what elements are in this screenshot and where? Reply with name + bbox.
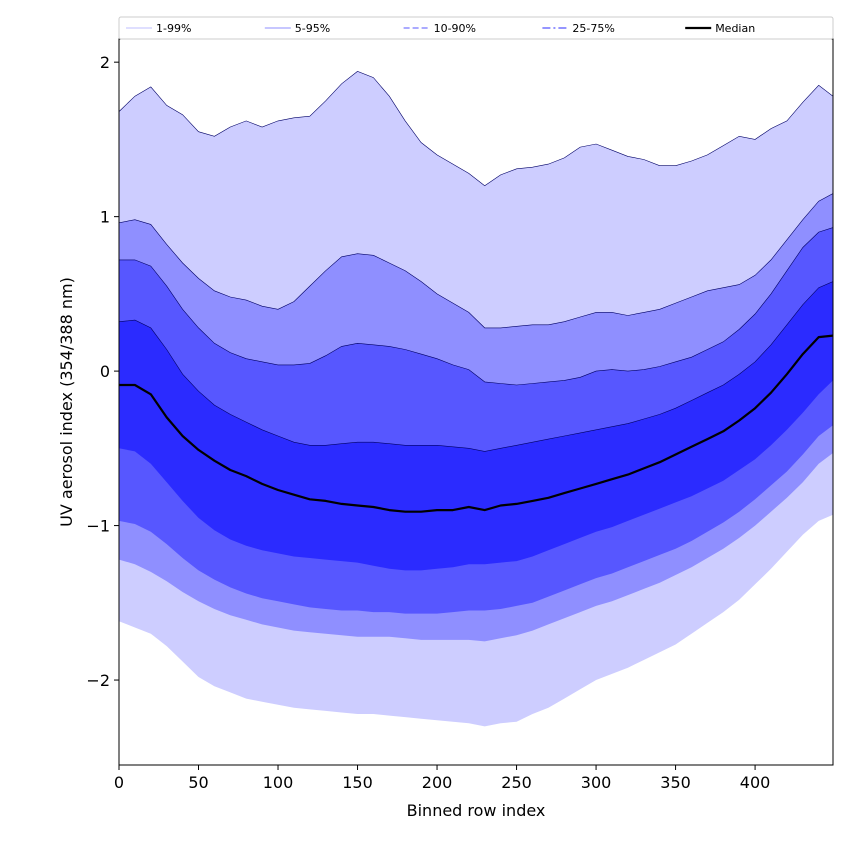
x-tick-label: 150: [342, 773, 373, 792]
y-tick-label: 2: [100, 53, 110, 72]
lines-layer: [119, 71, 833, 513]
x-tick-label: 0: [114, 773, 124, 792]
x-tick-label: 50: [188, 773, 208, 792]
legend-label: Median: [715, 22, 755, 35]
y-tick-label: 0: [100, 362, 110, 381]
band-edge-25-75pct: [119, 281, 833, 452]
band-edge-5-95pct: [119, 193, 833, 329]
y-tick-label: −2: [86, 671, 110, 690]
band-25-75pct: [119, 281, 833, 571]
x-tick-label: 250: [501, 773, 532, 792]
x-tick-label: 400: [740, 773, 771, 792]
y-tick-label: −1: [86, 517, 110, 536]
legend-label: 25-75%: [572, 22, 614, 35]
legend-label: 1-99%: [156, 22, 191, 35]
legend: 1-99% 5-95% 10-90% 25-75% Median: [118, 16, 834, 40]
y-axis-label: UV aerosol index (354/388 nm): [57, 277, 76, 527]
legend-label: 5-95%: [295, 22, 330, 35]
y-tick-label: 1: [100, 208, 110, 227]
x-tick-label: 200: [422, 773, 453, 792]
bands-layer: [119, 71, 833, 727]
series-line-median: [119, 334, 833, 513]
legend-label: 10-90%: [434, 22, 476, 35]
x-axis-label: Binned row index: [407, 801, 546, 820]
x-tick-label: 300: [581, 773, 612, 792]
legend-frame: [118, 16, 834, 40]
x-tick-label: 350: [660, 773, 691, 792]
band-edge-10-90pct: [119, 227, 833, 386]
x-tick-label: 100: [263, 773, 294, 792]
band-edge-1-99pct: [119, 71, 833, 187]
